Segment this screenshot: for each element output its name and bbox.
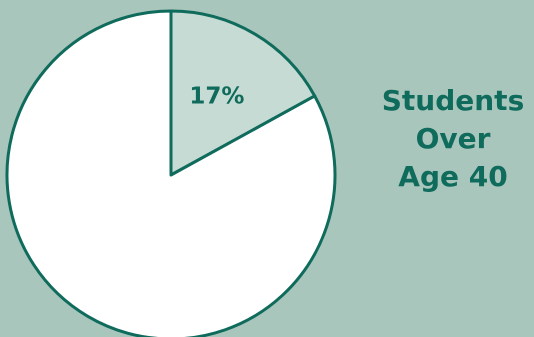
pie-slice-17-percent [169,9,317,177]
chart-title-line-1: Students [381,84,525,117]
chart-title-line-3: Age 40 [398,160,508,193]
chart-title: Students Over Age 40 [358,82,534,196]
pie-slice-remainder [5,9,337,337]
pie-slice-label: 17% [189,83,244,109]
chart-title-line-2: Over [415,122,491,155]
